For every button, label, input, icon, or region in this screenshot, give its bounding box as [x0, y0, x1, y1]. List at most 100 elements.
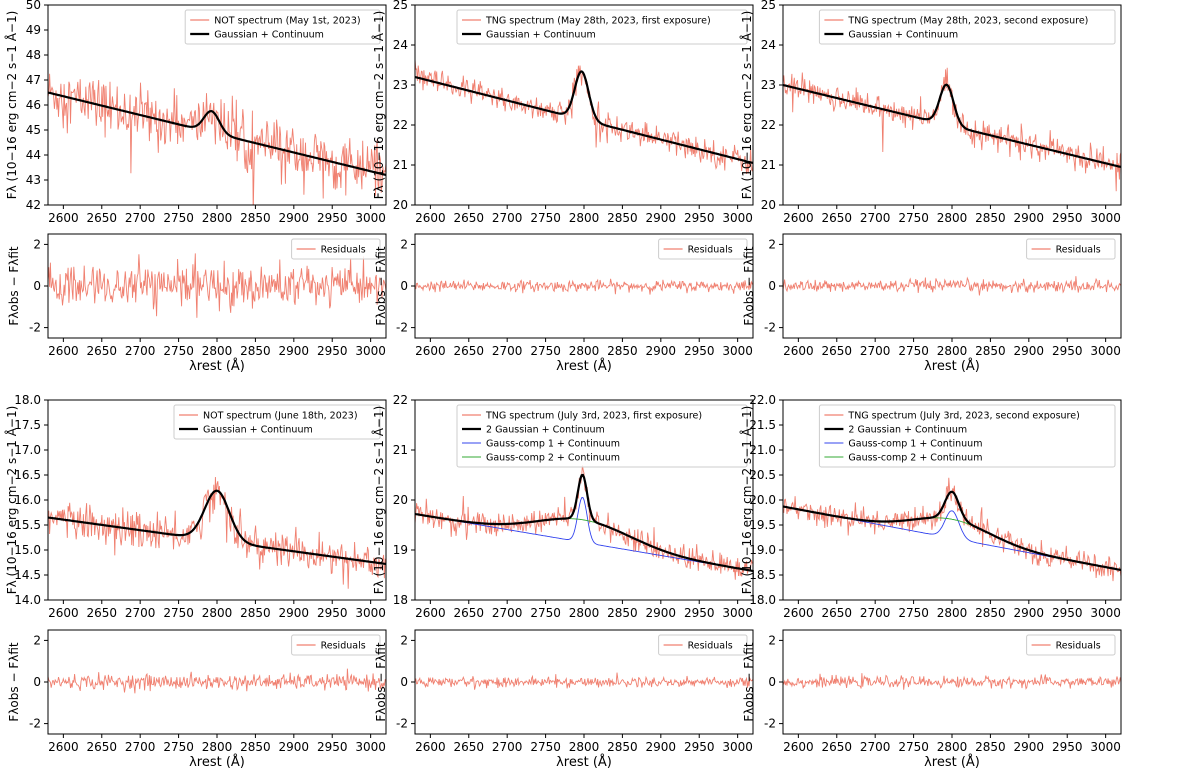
- panel1-resid-ytick-label: -2: [29, 321, 41, 335]
- panel5-resid-frame: [414, 629, 754, 735]
- panel4-resid-legend: [291, 634, 381, 656]
- panel4-main-ytick-label: 17.0: [14, 443, 41, 457]
- panel6-resid-ylabel: Fλobs − Fλfit: [742, 642, 756, 721]
- panel6-main-ytick-label: 19.5: [749, 518, 776, 532]
- panel5-main-xtick-label: 2950: [684, 606, 715, 620]
- panel1-main-ytick-label: 47: [26, 73, 41, 87]
- panel3-resid-ytick-label: 2: [768, 237, 776, 251]
- panel3-fit-curve: [783, 83, 1121, 169]
- panel6-observed-spectrum: [783, 477, 1121, 582]
- panel3-residuals: [783, 276, 1121, 296]
- panel2-resid-xtick-label: 3000: [722, 344, 753, 358]
- panel4-resid-ytick-label: 2: [33, 633, 41, 647]
- panel1-resid-xtick-label: 2900: [279, 344, 310, 358]
- panel6-main-ytick-label: 18.5: [749, 568, 776, 582]
- panel4-resid-ylabel: Fλobs − Fλfit: [7, 642, 21, 721]
- panel2-main-xtick-label: 2650: [453, 211, 484, 225]
- panel5-main-frame: [414, 399, 754, 601]
- panel6-main-legend-label: Gauss-comp 1 + Continuum: [848, 439, 982, 450]
- panel5-resid-legend: [658, 634, 748, 656]
- panel2-main-xtick-label: 2800: [569, 211, 600, 225]
- panel-2: 2600 2650 2700 2750 2800 2850 2900 2950 30002021…: [371, 0, 754, 374]
- panel1-resid-xtick-label: 2650: [86, 344, 117, 358]
- panel6-resid-xtick-label: 2900: [1014, 740, 1045, 754]
- panel6-resid-ytick-label: 0: [768, 675, 776, 689]
- panel5-main-ytick-label: 19: [393, 543, 408, 557]
- panel2-main-ytick-label: 24: [393, 38, 408, 52]
- panel3-resid-ylabel: Fλobs − Fλfit: [742, 246, 756, 325]
- panel2-resid-xtick-label: 2850: [607, 344, 638, 358]
- panel1-resid-legend-label: Residuals: [321, 245, 366, 256]
- panel6-main-xtick-label: 2800: [937, 606, 968, 620]
- panel5-main-xtick-label: 2900: [646, 606, 677, 620]
- panel6-resid-xtick-label: 2750: [898, 740, 929, 754]
- panel3-resid-xtick-label: 2950: [1052, 344, 1083, 358]
- panel4-main-ytick-label: 14.0: [14, 593, 41, 607]
- panel6-main-legend-label: TNG spectrum (July 3rd, 2023, second exp…: [847, 411, 1079, 422]
- panel4-resid-xtick-label: 2700: [125, 740, 156, 754]
- panel5-observed-spectrum: [415, 465, 753, 580]
- panel2-main-ytick-label: 20: [393, 198, 408, 212]
- panel5-resid-legend-label: Residuals: [688, 641, 733, 652]
- panel4-resid-xtick-label: 2750: [163, 740, 194, 754]
- panel4-resid-frame: [47, 629, 387, 735]
- panel3-xlabel: λrest (Å): [924, 358, 980, 374]
- panel2-main-ytick-label: 23: [393, 78, 408, 92]
- panel6-resid-xtick-label: 2650: [821, 740, 852, 754]
- panel5-resid-xtick-label: 2750: [530, 740, 561, 754]
- panel6-main-xtick-label: 2950: [1052, 606, 1083, 620]
- panel1-resid-ytick-label: 0: [33, 279, 41, 293]
- panel4-main-ytick-label: 16.5: [14, 468, 41, 482]
- panel1-main-xtick-label: 2900: [279, 211, 310, 225]
- panel2-resid-legend: [658, 238, 748, 260]
- panel6-main-xtick-label: 2650: [821, 606, 852, 620]
- panel3-main-legend-label: TNG spectrum (May 28th, 2023, second exp…: [847, 16, 1088, 27]
- panel2-resid-ytick-label: 0: [400, 279, 408, 293]
- panel4-resid-xtick-label: 2950: [317, 740, 348, 754]
- panel5-main-ytick-label: 18: [393, 593, 408, 607]
- panel1-resid-xtick-label: 2800: [202, 344, 233, 358]
- panel6-main-ytick-label: 21.5: [749, 418, 776, 432]
- panel4-resid-xtick-label: 2600: [48, 740, 79, 754]
- panel2-main-xtick-label: 2950: [684, 211, 715, 225]
- panel5-main-xtick-label: 2850: [607, 606, 638, 620]
- panel5-main-xtick-label: 2800: [569, 606, 600, 620]
- panel6-residuals: [783, 673, 1121, 690]
- panel1-main-xtick-label: 2600: [48, 211, 79, 225]
- panel6-resid-ytick-label: -2: [764, 717, 776, 731]
- panel2-resid-xtick-label: 2600: [415, 344, 446, 358]
- panel2-resid-xtick-label: 2750: [530, 344, 561, 358]
- panel3-main-xtick-label: 2800: [937, 211, 968, 225]
- panel2-resid-ytick-label: 2: [400, 237, 408, 251]
- panel2-main-xtick-label: 2750: [530, 211, 561, 225]
- panel4-main-xtick-label: 2850: [240, 606, 271, 620]
- panel6-main-ytick-label: 21.0: [749, 443, 776, 457]
- panel1-xlabel: λrest (Å): [189, 358, 245, 374]
- panel1-main-xtick-label: 2700: [125, 211, 156, 225]
- panel4-main-ytick-label: 15.0: [14, 543, 41, 557]
- panel2-resid-xtick-label: 2650: [453, 344, 484, 358]
- panel1-main-ytick-label: 49: [26, 23, 41, 37]
- panel3-resid-xtick-label: 2650: [821, 344, 852, 358]
- panel4-residuals: [48, 668, 386, 694]
- panel4-main-xtick-label: 2650: [86, 606, 117, 620]
- panel5-resid-xtick-label: 2600: [415, 740, 446, 754]
- panel3-main-legend: [818, 9, 1116, 45]
- panel3-main-legend-label: Gaussian + Continuum: [848, 30, 958, 41]
- panel3-resid-xtick-label: 2600: [783, 344, 814, 358]
- panel4-resid-xtick-label: 3000: [355, 740, 386, 754]
- panel4-main-legend: [173, 404, 381, 440]
- panel5-resid-xtick-label: 2800: [569, 740, 600, 754]
- panel5-gauss-comp-1: [415, 496, 753, 572]
- panel1-main-ytick-label: 50: [26, 0, 41, 12]
- panel1-main-ytick-label: 42: [26, 198, 41, 212]
- panel6-main-xtick-label: 2750: [898, 606, 929, 620]
- panel6-resid-frame: [782, 629, 1122, 735]
- panel3-main-ytick-label: 24: [761, 38, 776, 52]
- panel6-main-legend-label: 2 Gaussian + Continuum: [848, 425, 967, 436]
- panel6-main-ytick-label: 22.0: [749, 393, 776, 407]
- panel3-main-frame: [782, 4, 1122, 206]
- panel1-main-ytick-label: 46: [26, 98, 41, 112]
- panel1-resid-xtick-label: 3000: [355, 344, 386, 358]
- panel4-resid-xtick-label: 2650: [86, 740, 117, 754]
